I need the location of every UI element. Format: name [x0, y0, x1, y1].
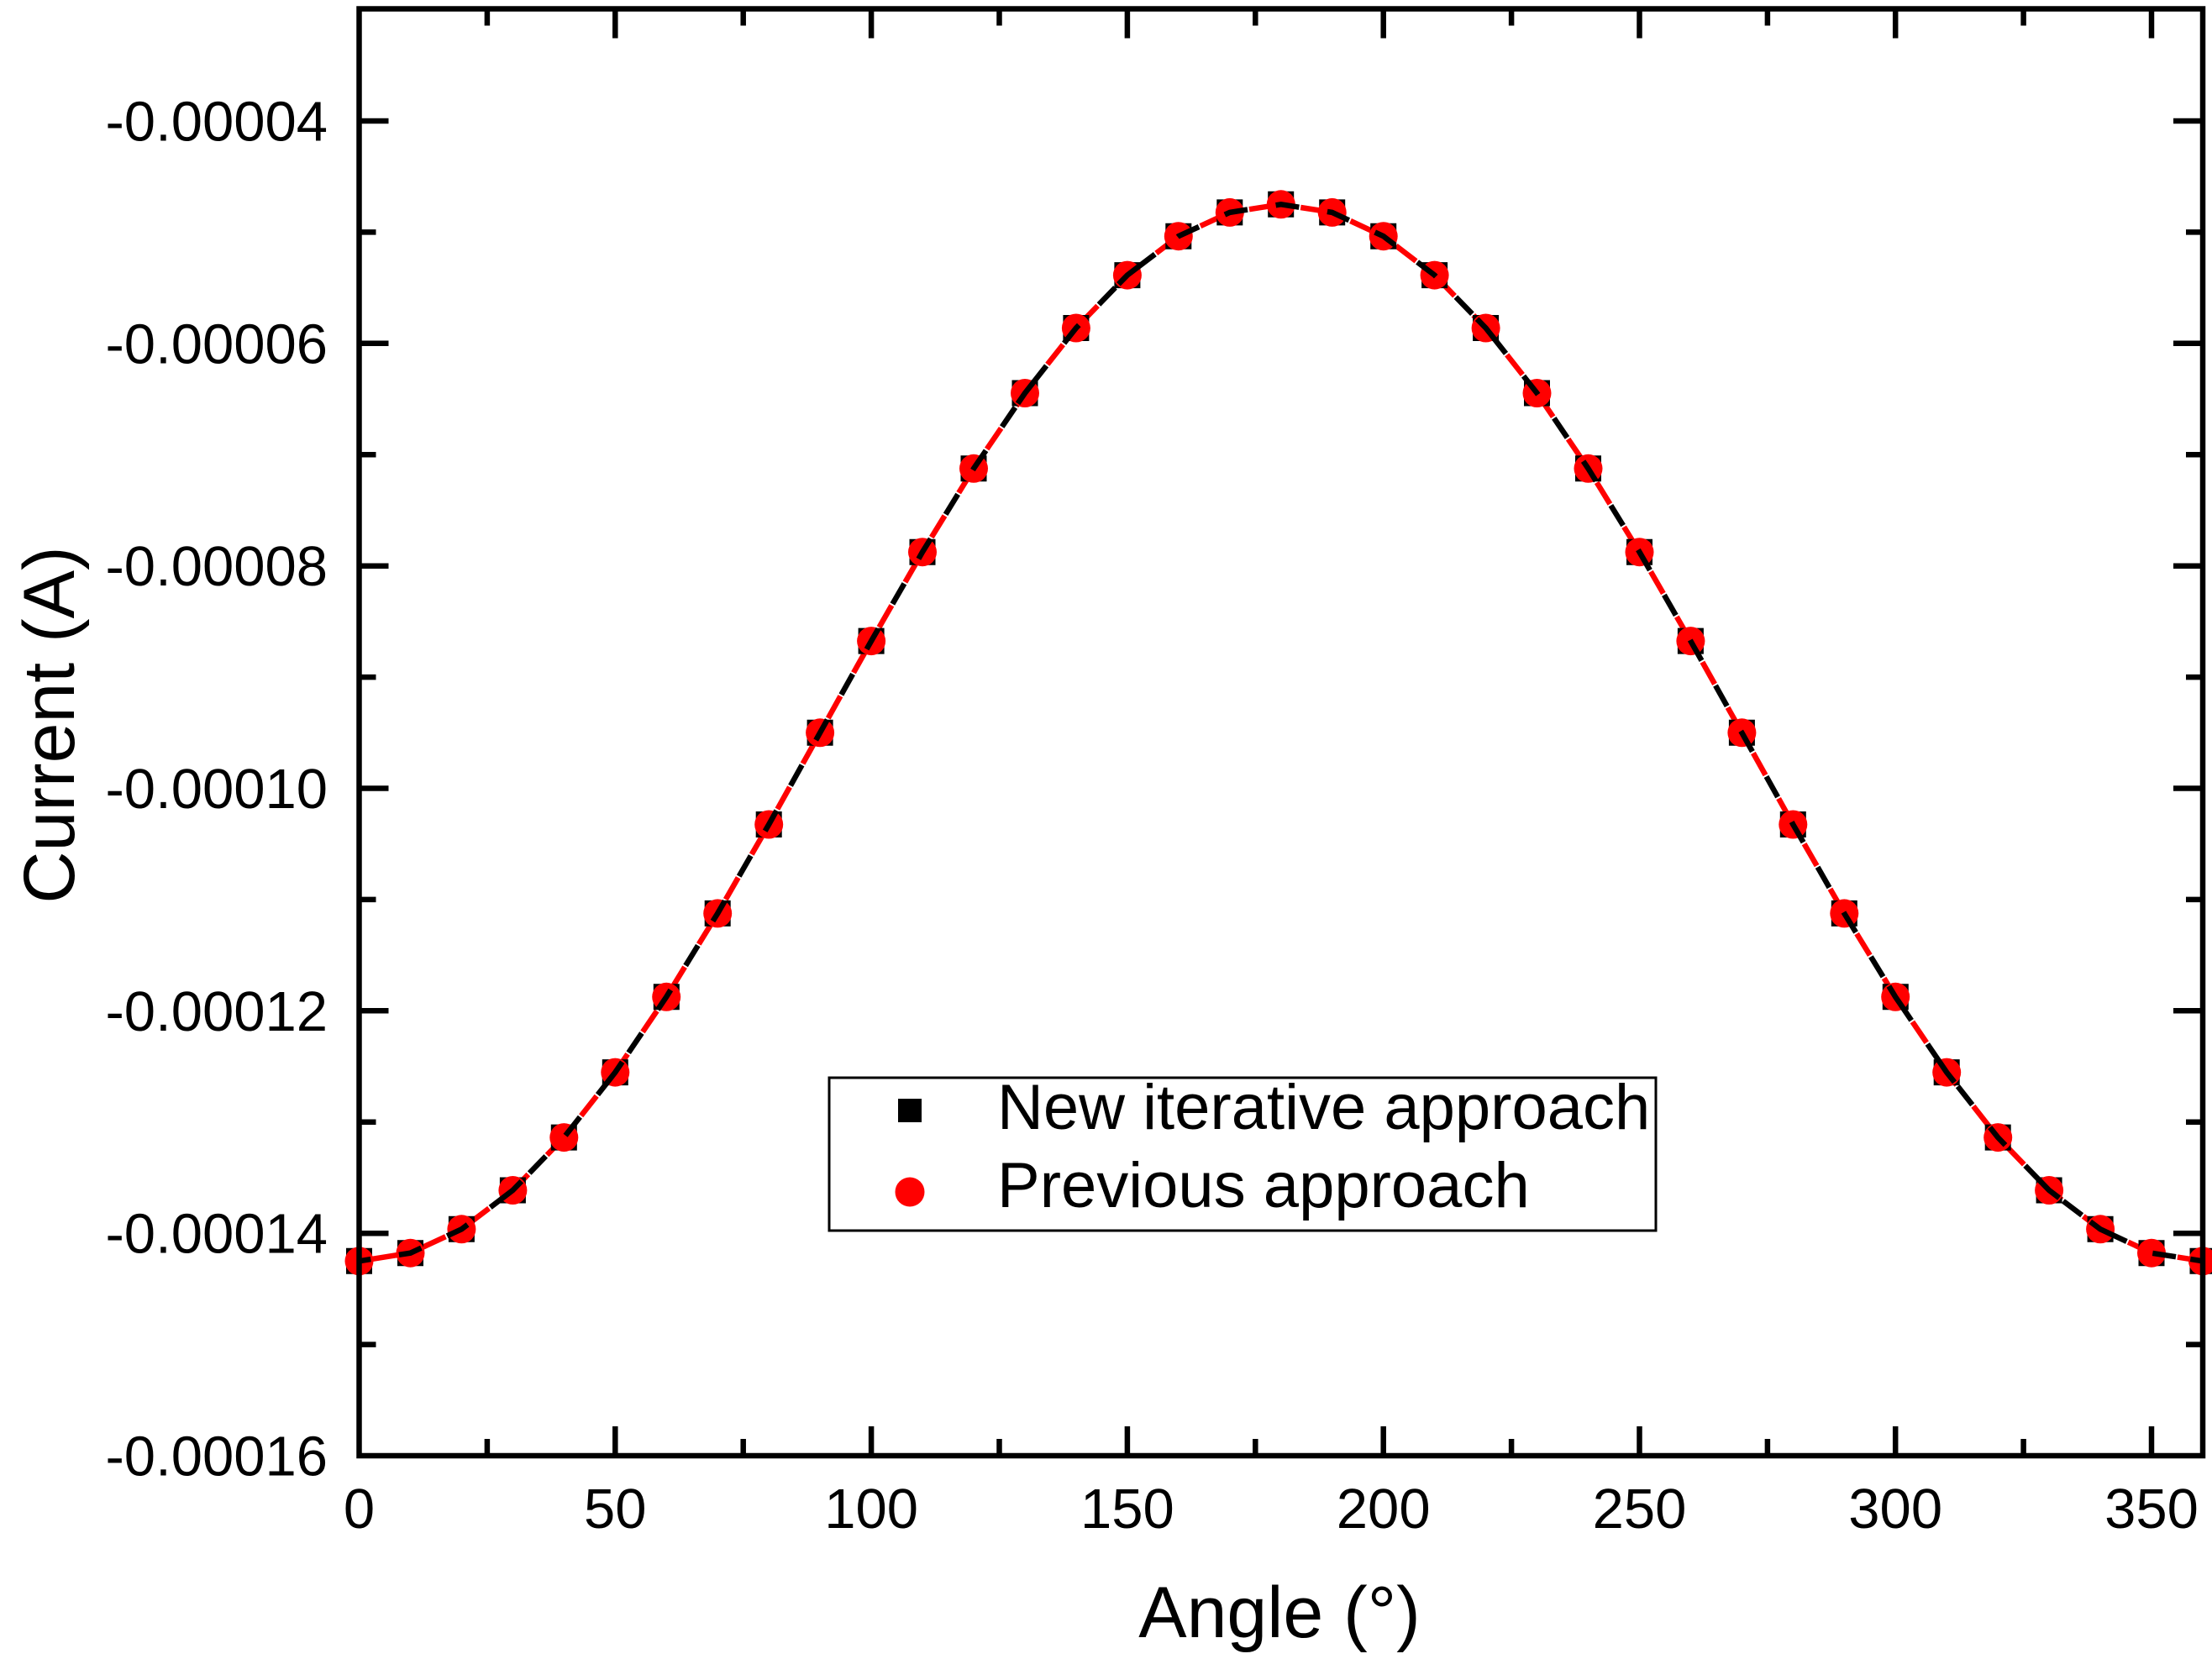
svg-text:150: 150: [1080, 1478, 1174, 1541]
svg-text:200: 200: [1337, 1478, 1431, 1541]
svg-text:350: 350: [2104, 1478, 2199, 1541]
svg-text:-0.00010: -0.00010: [106, 758, 328, 821]
svg-text:Current (A): Current (A): [9, 546, 90, 903]
svg-text:-0.00014: -0.00014: [106, 1203, 328, 1266]
svg-text:-0.00012: -0.00012: [106, 980, 328, 1043]
svg-text:-0.00004: -0.00004: [106, 91, 328, 154]
svg-text:New iterative approach: New iterative approach: [997, 1072, 1650, 1143]
svg-text:-0.00006: -0.00006: [106, 312, 328, 375]
svg-text:100: 100: [824, 1478, 918, 1541]
svg-text:50: 50: [584, 1478, 647, 1541]
svg-text:Angle (°): Angle (°): [1138, 1572, 1421, 1653]
svg-text:0: 0: [344, 1478, 375, 1541]
svg-text:-0.00016: -0.00016: [106, 1425, 328, 1488]
svg-text:-0.00008: -0.00008: [106, 535, 328, 598]
svg-text:Previous approach: Previous approach: [997, 1150, 1530, 1221]
svg-text:250: 250: [1593, 1478, 1687, 1541]
svg-text:300: 300: [1848, 1478, 1942, 1541]
